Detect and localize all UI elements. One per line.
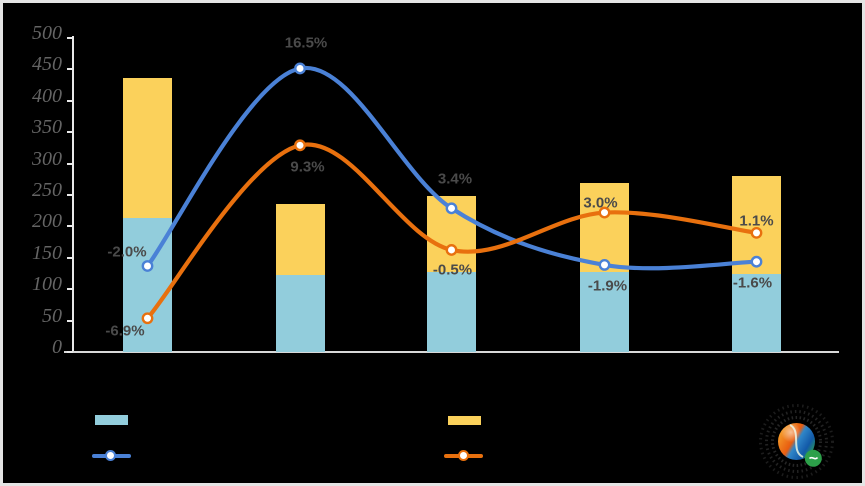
bar-bottom-segment xyxy=(275,275,325,352)
line-blue-marker-icon xyxy=(445,202,458,215)
y-axis-line xyxy=(72,36,74,353)
y-axis-tick-label: 200 xyxy=(32,210,62,233)
y-axis-tick-label: 450 xyxy=(32,53,62,76)
line-blue-data-label: 3.4% xyxy=(437,170,473,188)
y-axis-tick xyxy=(67,194,73,196)
y-axis-tick xyxy=(67,131,73,134)
line-orange-marker-icon xyxy=(445,244,458,256)
y-axis-tick-label: 100 xyxy=(32,273,62,296)
line-blue-marker-icon xyxy=(750,255,763,268)
y-axis-tick xyxy=(67,256,73,259)
bar-bottom-segment xyxy=(580,272,629,352)
y-axis-tick-label: 0 xyxy=(52,336,62,358)
y-axis-tick xyxy=(67,288,73,291)
y-axis-tick-label: 500 xyxy=(32,22,62,44)
line-orange-marker-icon xyxy=(294,139,306,152)
y-axis-tick xyxy=(67,351,73,353)
line-orange-data-label: 9.3% xyxy=(290,158,325,176)
y-axis-tick-label: 50 xyxy=(42,304,62,327)
y-axis-tick xyxy=(67,68,73,71)
y-axis-tick xyxy=(67,319,73,322)
line-blue-data-label: 16.5% xyxy=(284,34,328,52)
y-axis-tick-label: 350 xyxy=(32,116,62,139)
y-axis-tick xyxy=(67,225,73,228)
line-orange-data-label: -6.9% xyxy=(105,322,145,340)
line-blue-data-label: -1.9% xyxy=(587,277,628,295)
y-axis-tick xyxy=(67,37,73,39)
legend-marker-orange-icon xyxy=(457,449,469,461)
legend-swatch-bar-top xyxy=(448,415,481,425)
line-orange-data-label: 3.0% xyxy=(583,194,618,212)
bar-bottom-segment xyxy=(732,274,781,352)
y-axis-tick-label: 400 xyxy=(32,84,62,107)
line-blue-data-label: -1.6% xyxy=(732,274,773,292)
bar-top-segment xyxy=(123,77,172,218)
y-axis-tick xyxy=(67,99,73,102)
line-blue-marker-icon xyxy=(294,62,306,75)
line-orange-marker-icon xyxy=(141,312,154,325)
legend-marker-blue-icon xyxy=(105,449,116,461)
line-blue-data-label: -2.0% xyxy=(107,243,147,261)
bar-top-segment xyxy=(275,203,325,276)
line-orange-marker-icon xyxy=(750,226,763,239)
line-blue-marker-icon xyxy=(598,258,611,271)
line-orange-data-label: 1.1% xyxy=(739,212,774,230)
y-axis-tick-label: 150 xyxy=(32,241,62,264)
brand-watermark-logo-icon xyxy=(759,404,834,479)
line-blue-path xyxy=(145,65,759,271)
y-axis-tick-label: 300 xyxy=(32,147,62,170)
bar-bottom-segment xyxy=(427,271,476,352)
y-axis-tick xyxy=(67,162,73,165)
y-axis-tick-label: 250 xyxy=(32,179,62,201)
bar-top-segment xyxy=(580,183,629,273)
legend-swatch-bar-bottom xyxy=(95,415,128,425)
line-blue-marker-icon xyxy=(141,260,154,272)
line-orange-marker-icon xyxy=(598,206,611,219)
line-orange-path xyxy=(145,142,759,321)
line-orange-data-label: -0.5% xyxy=(432,261,473,279)
